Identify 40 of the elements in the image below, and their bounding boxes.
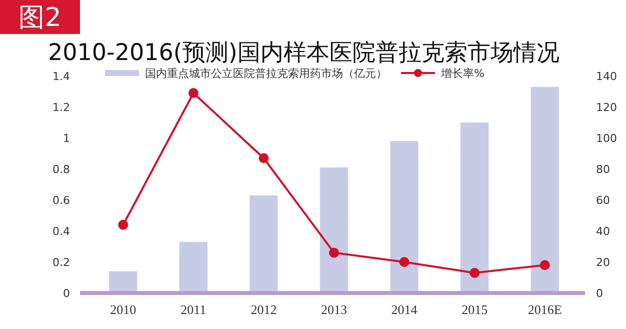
chart-title: 2010-2016(预测)国内样本医院普拉克索市场情况 (48, 40, 560, 66)
point (118, 220, 128, 230)
y-tick-label: 0.6 (52, 194, 70, 207)
x-tick-label: 2015 (462, 302, 488, 317)
point (188, 88, 198, 98)
x-tick-label: 2016E (528, 302, 562, 317)
bar (530, 86, 559, 293)
y2-tick-label: 120 (596, 101, 617, 114)
y2-tick-label: 40 (596, 225, 610, 238)
point (329, 248, 339, 258)
y-tick-label: 1 (63, 132, 70, 145)
bar (390, 141, 418, 293)
y-tick-label: 0.8 (52, 163, 70, 176)
point (540, 260, 550, 270)
bar (250, 195, 278, 293)
point (399, 257, 410, 267)
x-tick-label: 2012 (250, 302, 277, 317)
bar (179, 242, 208, 293)
bar (460, 122, 489, 293)
y2-tick-label: 100 (596, 132, 617, 145)
point (470, 268, 480, 278)
y-tick-label: 0.4 (52, 225, 70, 238)
y2-tick-label: 80 (596, 163, 610, 176)
y2-tick-label: 20 (596, 256, 610, 269)
bar (109, 271, 138, 293)
y-tick-label: 0 (63, 287, 70, 300)
y-tick-label: 1.2 (52, 101, 70, 114)
legend-label: 增长率% (440, 67, 484, 80)
caption: 图2 (18, 3, 62, 33)
point (258, 153, 269, 164)
y2-tick-label: 60 (596, 194, 610, 207)
y2-tick-label: 0 (596, 287, 603, 300)
y-tick-label: 0.2 (52, 256, 70, 269)
x-tick-label: 2011 (180, 302, 206, 317)
x-tick-label: 2010 (110, 302, 136, 317)
y2-tick-label: 140 (596, 70, 617, 83)
x-tick-label: 2013 (321, 302, 347, 317)
bar (320, 167, 348, 293)
x-tick-label: 2014 (391, 302, 418, 317)
y-tick-label: 1.4 (52, 70, 70, 83)
